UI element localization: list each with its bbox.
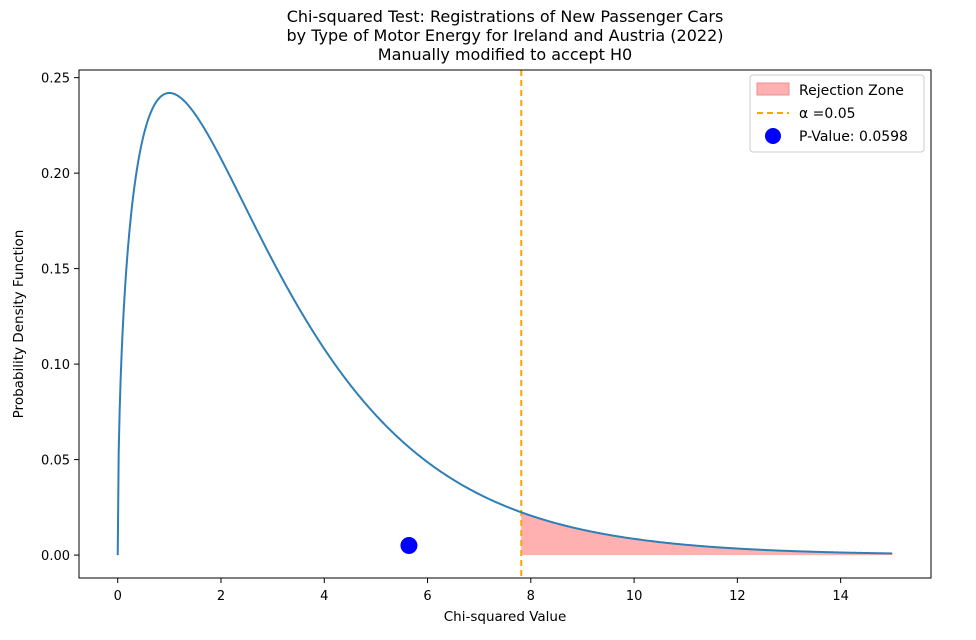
y-axis-ticks: 0.00 0.05 0.10 0.15 0.20 0.25	[41, 72, 79, 564]
plot-frame	[78, 69, 932, 579]
legend-box	[749, 74, 925, 153]
y-tick-label: 0.15	[41, 263, 70, 278]
x-tick-label: 2	[217, 589, 225, 604]
x-tick-label: 12	[729, 589, 746, 604]
x-axis-ticks: 0 2 4 6 8 10 12 14	[114, 578, 849, 604]
x-tick-label: 0	[114, 589, 122, 604]
title-line-3: Manually modified to accept H0	[378, 45, 632, 64]
y-tick-label: 0.00	[41, 549, 70, 564]
y-tick-label: 0.05	[41, 454, 70, 469]
pdf-curve	[116, 91, 893, 556]
x-tick-label: 8	[527, 589, 535, 604]
test-statistic-layer	[400, 537, 418, 555]
legend-label-rejection-zone: Rejection Zone	[799, 83, 904, 99]
test-statistic-point	[400, 537, 418, 555]
x-axis-label: Chi-squared Value	[444, 609, 567, 625]
x-tick-label: 6	[423, 589, 431, 604]
y-axis-label: Probability Density Function	[11, 230, 27, 419]
x-tick-label: 4	[320, 589, 328, 604]
legend-label-test-statistic: P-Value: 0.0598	[799, 129, 908, 145]
y-tick-label: 0.20	[41, 167, 70, 182]
rejection-zone-area	[521, 512, 893, 556]
x-tick-label: 14	[832, 589, 849, 604]
title-line-1: Chi-squared Test: Registrations of New P…	[287, 7, 724, 26]
legend-swatch-rejection-zone	[756, 82, 790, 96]
legend-swatch-test-statistic	[765, 128, 781, 144]
y-tick-label: 0.25	[41, 72, 70, 87]
legend: Rejection Zone α =0.05 P-Value: 0.0598	[749, 74, 925, 153]
legend-label-critical-value: α =0.05	[799, 106, 856, 122]
rejection-zone-layer	[521, 512, 893, 556]
y-tick-label: 0.10	[41, 358, 70, 373]
x-tick-label: 10	[626, 589, 643, 604]
chart-title: Chi-squared Test: Registrations of New P…	[287, 7, 724, 64]
title-line-2: by Type of Motor Energy for Ireland and …	[287, 26, 724, 45]
pdf-curve-layer	[116, 91, 893, 556]
